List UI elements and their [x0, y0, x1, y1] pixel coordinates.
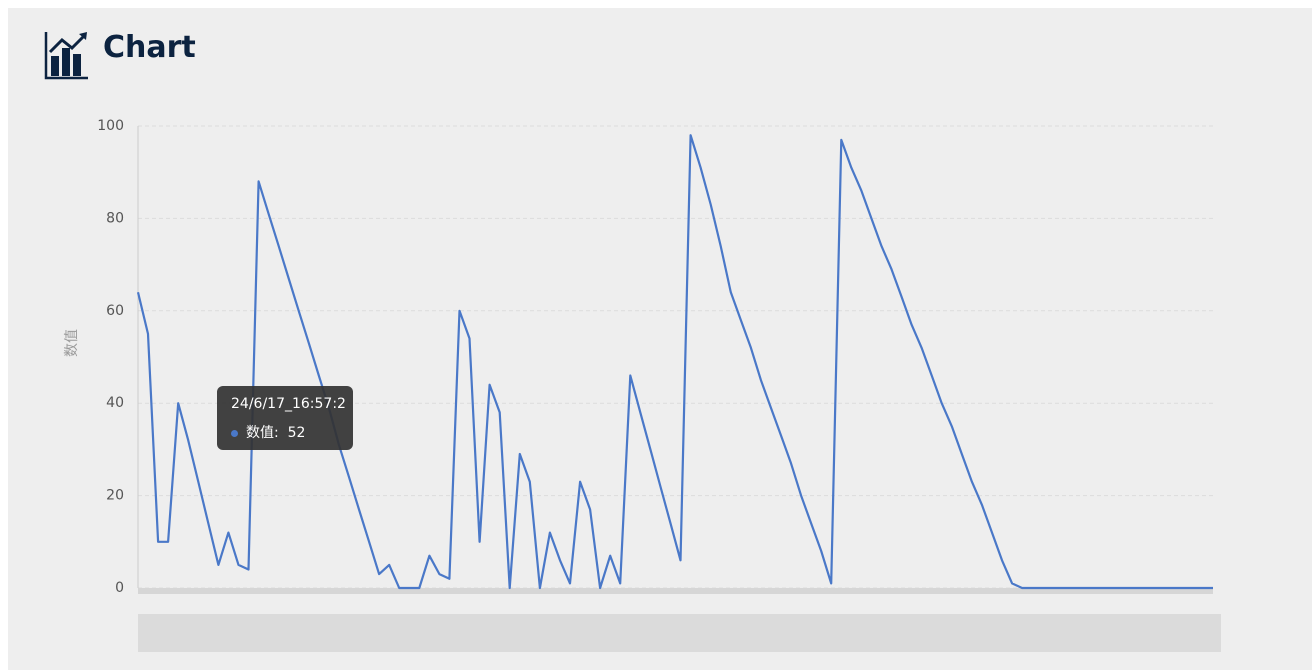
y-axis-title: 数值: [64, 329, 80, 357]
x-tick-labels-blur: [138, 614, 1221, 652]
tooltip-label: 数值:: [246, 425, 279, 441]
tooltip-row: 数值: 52: [231, 422, 305, 442]
card: [8, 8, 1312, 670]
data-line: [136, 134, 1213, 590]
y-tick-label: 60: [106, 303, 124, 319]
y-tick-label: 80: [106, 210, 124, 226]
y-tick-label: 100: [97, 118, 124, 134]
chart-icon: [44, 32, 88, 80]
tooltip-title: 24/6/17_16:57:2: [231, 396, 346, 412]
y-tick-label: 20: [106, 488, 124, 504]
tooltip-value: 52: [287, 425, 306, 441]
tooltip: 24/6/17_16:57:2 数值: 52: [217, 386, 353, 450]
page-title: Chart: [103, 30, 196, 65]
y-tick-label: 0: [115, 580, 124, 596]
x-axis-band: [138, 588, 1213, 594]
y-tick-label: 40: [106, 395, 124, 411]
